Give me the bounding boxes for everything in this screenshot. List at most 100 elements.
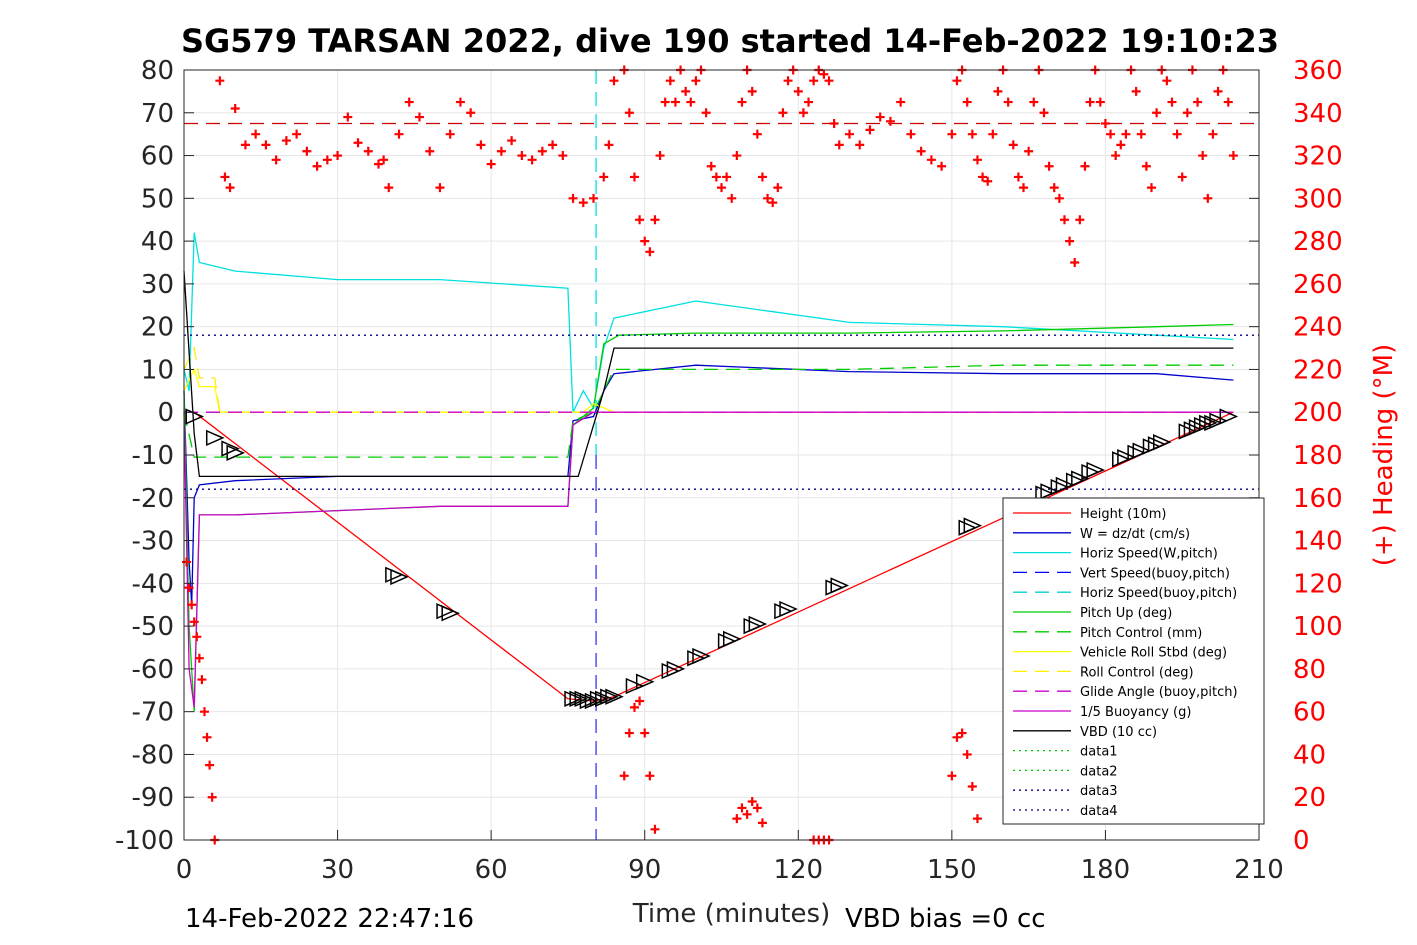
heading-point bbox=[435, 183, 445, 193]
heading-point bbox=[353, 138, 363, 148]
y2-tick-label: 0 bbox=[1293, 826, 1310, 856]
heading-point bbox=[1177, 172, 1187, 182]
heading-point bbox=[1095, 97, 1105, 107]
heading-point bbox=[804, 97, 814, 107]
heading-point bbox=[302, 146, 312, 156]
heading-point bbox=[732, 814, 742, 824]
heading-point bbox=[292, 129, 302, 139]
heading-point bbox=[670, 97, 680, 107]
heading-point bbox=[686, 97, 696, 107]
heading-point bbox=[916, 146, 926, 156]
heading-point bbox=[747, 797, 757, 806]
turn-marker bbox=[564, 690, 583, 707]
heading-point bbox=[988, 129, 998, 139]
y2-tick-label: 200 bbox=[1293, 398, 1343, 428]
heading-point bbox=[983, 176, 993, 186]
heading-point bbox=[1080, 161, 1090, 171]
heading-point bbox=[875, 112, 885, 122]
legend-entry: data2 bbox=[1080, 764, 1118, 779]
heading-point bbox=[578, 198, 588, 208]
heading-point bbox=[207, 792, 217, 802]
heading-point bbox=[1167, 97, 1177, 107]
heading-point bbox=[425, 146, 435, 156]
y-tick-label: 70 bbox=[141, 99, 174, 129]
heading-point bbox=[829, 118, 839, 128]
y2-tick-label: 100 bbox=[1293, 612, 1343, 642]
heading-point bbox=[1198, 151, 1208, 161]
heading-point bbox=[844, 129, 854, 139]
heading-point bbox=[568, 193, 578, 203]
turn-marker bbox=[441, 605, 461, 622]
heading-point bbox=[947, 771, 957, 781]
heading-point bbox=[1182, 108, 1192, 118]
y-tick-label: -30 bbox=[132, 527, 174, 557]
turn-marker bbox=[226, 444, 246, 462]
y2-tick-label: 160 bbox=[1293, 484, 1343, 514]
heading-point bbox=[819, 69, 829, 79]
heading-point bbox=[793, 86, 803, 96]
heading-point bbox=[1147, 183, 1156, 193]
heading-point bbox=[384, 183, 394, 193]
turn-marker bbox=[1132, 442, 1152, 459]
heading-point bbox=[1203, 193, 1213, 203]
heading-point bbox=[967, 782, 977, 792]
heading-point bbox=[993, 86, 1003, 96]
heading-point bbox=[896, 97, 906, 107]
y2-tick-label: 60 bbox=[1293, 698, 1326, 728]
y2-tick-label: 20 bbox=[1293, 783, 1326, 813]
heading-point bbox=[962, 749, 972, 759]
x-tick-label: 120 bbox=[773, 855, 823, 885]
heading-point bbox=[722, 172, 732, 182]
heading-point bbox=[184, 583, 194, 593]
heading-point bbox=[727, 193, 737, 203]
footer-timestamp: 14-Feb-2022 22:47:16 bbox=[185, 904, 474, 934]
x-tick-label: 0 bbox=[176, 855, 193, 885]
y2-tick-label: 140 bbox=[1293, 527, 1343, 557]
legend-entry: 1/5 Buoyancy (g) bbox=[1080, 705, 1191, 720]
heading-point bbox=[1019, 183, 1029, 193]
y-tick-label: 10 bbox=[141, 355, 174, 385]
legend: Height (10m) W = dz/dt (cm/s) Horiz Speed(… bbox=[1002, 497, 1265, 825]
heading-point bbox=[926, 155, 936, 165]
y2-tick-label: 300 bbox=[1293, 184, 1343, 214]
turn-marker bbox=[221, 440, 240, 457]
footer-vbd-bias: VBD bias =0 cc bbox=[845, 904, 1046, 934]
heading-point bbox=[645, 771, 655, 781]
heading-point bbox=[194, 653, 204, 663]
heading-point bbox=[486, 159, 496, 169]
turn-marker bbox=[1071, 470, 1090, 487]
turn-marker bbox=[1152, 434, 1172, 451]
heading-point bbox=[205, 760, 215, 770]
turn-marker bbox=[635, 673, 655, 690]
heading-point bbox=[952, 732, 962, 742]
series-vehicle-roll-stbd-deg bbox=[183, 367, 1234, 413]
heading-point bbox=[865, 125, 875, 135]
chart-title: SG579 TARSAN 2022, dive 190 started 14-F… bbox=[181, 22, 1279, 60]
heading-point bbox=[1136, 129, 1146, 139]
y-tick-label: -90 bbox=[132, 783, 174, 813]
legend-entry: data1 bbox=[1080, 745, 1118, 760]
x-tick-label: 60 bbox=[475, 855, 508, 885]
x-tick-label: 30 bbox=[321, 855, 354, 885]
heading-point bbox=[952, 76, 962, 86]
heading-point bbox=[1162, 76, 1172, 86]
x-axis-ticks: 0 30 60 90 120 150 180 210 bbox=[176, 830, 1284, 885]
heading-point bbox=[1065, 236, 1075, 246]
heading-point bbox=[379, 155, 389, 165]
legend-entry: Vehicle Roll Stbd (deg) bbox=[1080, 646, 1227, 661]
y-tick-label: -20 bbox=[132, 484, 174, 514]
right-axis-label: (+) Heading (°M) bbox=[1369, 344, 1399, 567]
heading-point bbox=[404, 97, 414, 107]
heading-point bbox=[824, 76, 834, 86]
turn-marker bbox=[1219, 408, 1239, 425]
heading-point bbox=[747, 86, 757, 96]
turn-marker bbox=[569, 690, 589, 707]
turn-marker bbox=[579, 692, 599, 710]
heading-point bbox=[1116, 140, 1126, 150]
y2-tick-label: 280 bbox=[1293, 227, 1343, 257]
heading-point bbox=[737, 97, 747, 107]
y2-tick-label: 260 bbox=[1293, 270, 1343, 300]
heading-point bbox=[624, 728, 634, 738]
heading-point bbox=[645, 247, 655, 257]
turn-marker bbox=[390, 568, 409, 586]
